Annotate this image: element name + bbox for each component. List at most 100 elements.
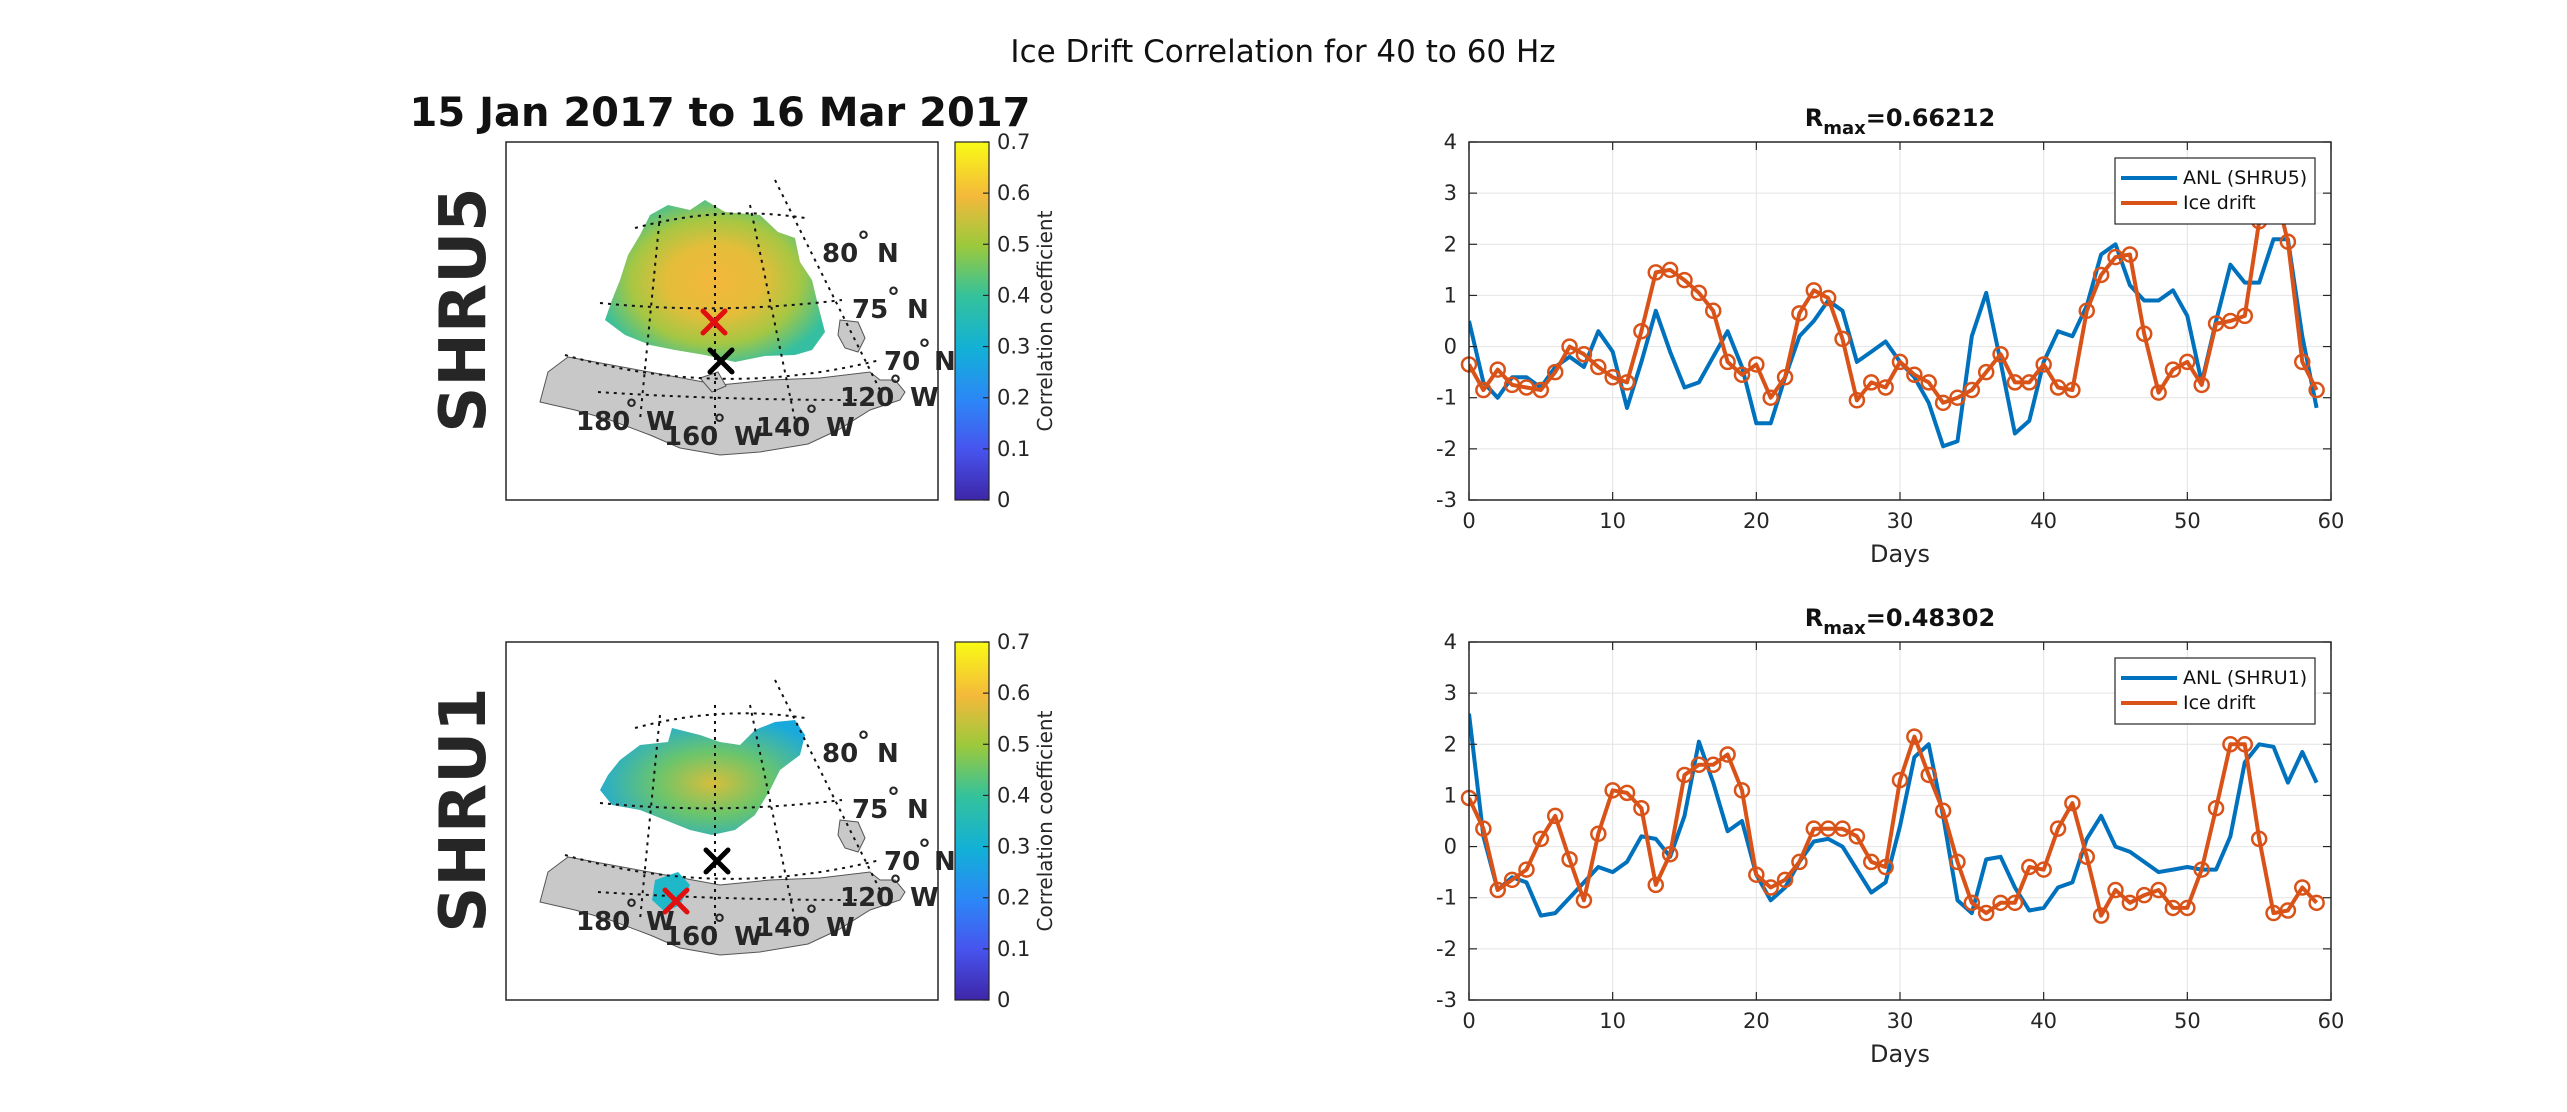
colorbar	[954, 141, 990, 501]
data-point-ice-drift	[1891, 771, 1909, 789]
data-point-ice-drift	[1776, 871, 1794, 889]
series-line-anl	[1469, 713, 2319, 918]
red-x-marker	[662, 887, 690, 915]
title-subscript: max	[1823, 118, 1866, 139]
svg-text:°: °	[887, 783, 900, 813]
y-tick-label: -3	[1436, 988, 1457, 1012]
data-point-ice-drift	[1633, 799, 1650, 817]
data-point-ice-drift	[2294, 879, 2311, 896]
lon-label: 160 ° W	[664, 410, 763, 452]
x-tick-label: 0	[1462, 509, 1475, 533]
colorbar-tick-label: 0.2	[997, 386, 1030, 410]
svg-text:120: 120	[840, 883, 894, 913]
svg-text:180: 180	[576, 907, 630, 937]
lon-label: 120 ° W	[840, 871, 939, 913]
data-point-ice-drift	[1863, 853, 1880, 871]
data-point-ice-drift	[1992, 345, 2009, 363]
colorbar-label: Correlation coefficient	[1033, 210, 1057, 431]
svg-text:°: °	[857, 227, 870, 257]
colorbar-tick-label: 0.5	[997, 232, 1030, 256]
data-point-ice-drift	[2121, 894, 2139, 912]
lat-label: 80 ° N	[822, 727, 899, 769]
colorbar-tick-label: 0.1	[997, 937, 1030, 961]
svg-text:W: W	[826, 413, 855, 443]
data-point-ice-drift	[1489, 881, 1506, 899]
data-point-ice-drift	[1963, 894, 1981, 912]
data-point-ice-drift	[2135, 325, 2153, 343]
data-point-ice-drift	[1475, 381, 1492, 399]
data-point-ice-drift	[2064, 381, 2081, 399]
lat-label: 75 ° N	[852, 283, 929, 325]
svg-text:180: 180	[576, 407, 630, 437]
y-tick-label: 0	[1444, 835, 1457, 859]
data-point-ice-drift	[1561, 338, 1578, 355]
svg-text:W: W	[910, 883, 939, 913]
svg-text:140: 140	[756, 413, 810, 443]
y-tick-label: -1	[1436, 886, 1457, 910]
black-x-marker	[707, 347, 735, 375]
lat-label: 70 ° N	[884, 335, 956, 377]
land-shape	[539, 356, 906, 456]
legend: ANL (SHRU1) Ice drift	[2114, 657, 2316, 725]
data-point-ice-drift	[1546, 807, 1564, 825]
graticule	[564, 679, 881, 940]
data-point-ice-drift	[2150, 881, 2167, 899]
legend-entry-label: ANL (SHRU5)	[2183, 167, 2307, 189]
lon-label: 140 ° W	[756, 401, 855, 443]
colorbar-tick-label: 0.7	[997, 630, 1030, 654]
legend: ANL (SHRU5) Ice drift	[2114, 157, 2316, 225]
island-shape	[837, 819, 866, 853]
x-tick-label: 60	[2318, 509, 2345, 533]
svg-text:W: W	[826, 913, 855, 943]
data-point-ice-drift	[1561, 851, 1578, 868]
data-point-ice-drift	[1791, 853, 1808, 871]
data-point-ice-drift	[1719, 353, 1736, 371]
data-point-ice-drift	[2294, 353, 2311, 371]
x-tick-label: 50	[2174, 1009, 2201, 1033]
y-tick-label: -2	[1436, 437, 1457, 461]
svg-text:W: W	[910, 383, 939, 413]
svg-text:140: 140	[756, 913, 810, 943]
svg-text:°: °	[805, 401, 818, 431]
svg-text:°: °	[625, 395, 638, 425]
colorbar	[954, 641, 990, 1001]
svg-text:N: N	[907, 795, 929, 825]
data-point-ice-drift	[1748, 866, 1765, 883]
data-point-ice-drift	[1633, 322, 1650, 340]
lon-label: 180 ° W	[576, 395, 675, 437]
svg-text:N: N	[934, 347, 956, 377]
svg-text:80: 80	[822, 739, 858, 769]
data-point-ice-drift	[2121, 246, 2139, 263]
data-point-ice-drift	[1776, 369, 1794, 386]
data-point-ice-drift	[1906, 728, 1923, 745]
map-panel-shru1: SHRU1 80 ° N 75 ° N 70 ° N	[427, 630, 1057, 1012]
svg-text:°: °	[857, 727, 870, 757]
title-value: =0.48302	[1866, 604, 1995, 632]
data-point-ice-drift	[1532, 830, 1550, 848]
data-point-ice-drift	[1877, 858, 1894, 876]
land-shape	[539, 856, 906, 956]
data-point-ice-drift	[1618, 784, 1636, 802]
data-point-ice-drift	[1949, 853, 1966, 871]
data-point-ice-drift	[1977, 904, 1995, 922]
data-point-ice-drift	[2164, 361, 2182, 378]
data-point-ice-drift	[1906, 366, 1923, 383]
data-point-ice-drift	[1834, 330, 1851, 348]
colorbar-ticks: 0 0.1 0.2 0.3 0.4 0.5 0.6 0.7	[983, 130, 1030, 512]
legend-entry-label: ANL (SHRU1)	[2183, 667, 2307, 689]
data-point-ice-drift	[1503, 871, 1521, 889]
y-tick-label: 3	[1444, 181, 1457, 205]
lon-label: 180 ° W	[576, 895, 675, 937]
svg-text:°: °	[889, 371, 902, 401]
y-tick-label: 2	[1444, 732, 1457, 756]
data-point-ice-drift	[1532, 381, 1550, 399]
svg-text:N: N	[907, 295, 929, 325]
data-point-ice-drift	[1733, 782, 1751, 799]
data-point-ice-drift	[2135, 886, 2153, 904]
svg-text:W: W	[646, 407, 675, 437]
data-point-ice-drift	[2250, 830, 2268, 848]
data-point-ice-drift	[2078, 302, 2096, 320]
title-subscript: max	[1823, 618, 1866, 639]
svg-text:70: 70	[884, 347, 920, 377]
colorbar-tick-label: 0.4	[997, 783, 1030, 807]
